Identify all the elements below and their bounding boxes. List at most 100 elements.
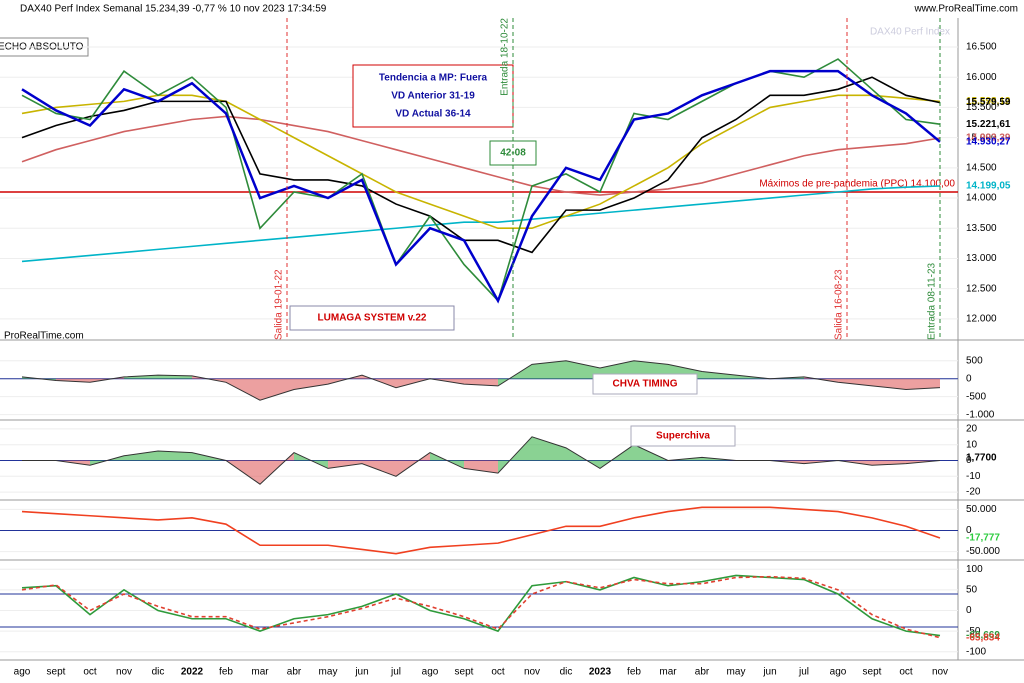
panel-title-box: [630, 425, 736, 447]
price-tag: 14.993,39: [966, 133, 1011, 144]
y-tick-label: 0: [966, 605, 972, 616]
area-segment: [158, 451, 192, 461]
x-tick-label: jun: [354, 667, 368, 678]
area-segment: [872, 378, 906, 390]
x-tick-label: jun: [762, 667, 776, 678]
line: [22, 436, 941, 485]
x-tick-label: dic: [152, 667, 165, 678]
y-tick-label: 100: [966, 564, 983, 575]
info-box: [352, 64, 514, 128]
y-tick-label: -100: [966, 646, 986, 657]
area-segment: [532, 360, 566, 379]
line: [21, 574, 941, 637]
price-tag: 15.598,12: [966, 96, 1011, 107]
area-segment: [226, 378, 260, 401]
x-tick-label: sept: [47, 667, 66, 678]
system-box: [289, 305, 455, 331]
x-tick-label: ago: [14, 667, 31, 678]
x-tick-label: nov: [524, 667, 540, 678]
y-tick-label: 12.500: [966, 283, 997, 294]
price-tag: -65,834: [966, 632, 1000, 643]
y-tick-label: 16.500: [966, 42, 997, 53]
y-tick-label: 0: [966, 373, 972, 384]
y-tick-label: 0: [966, 525, 972, 536]
price-tag: -60,669: [966, 630, 1000, 641]
event-label: Entrada 08-11-23: [927, 262, 938, 340]
x-tick-label: sept: [863, 667, 882, 678]
event-label: Salida 16-08-23: [834, 269, 845, 340]
reference-label: Máximos de pre-pandemia (PPC) 14.100,00: [759, 179, 955, 190]
info-line: Tendencia a MP: Fuera: [379, 73, 488, 84]
price-tag: 15.221,61: [966, 119, 1011, 130]
event-label: Salida 19-01-22: [274, 269, 285, 340]
x-tick-label: 2022: [181, 667, 204, 678]
x-tick-label: jul: [390, 667, 401, 678]
line: [21, 58, 941, 303]
y-tick-label: -50.000: [966, 546, 1000, 557]
x-tick-label: may: [319, 667, 338, 678]
x-tick-label: ago: [422, 667, 439, 678]
event-label: Entrada 18-10-22: [500, 18, 511, 96]
x-tick-label: dic: [560, 667, 573, 678]
y-tick-label: 15.000: [966, 132, 997, 143]
y-tick-label: 0: [966, 455, 972, 466]
x-tick-label: mar: [659, 667, 677, 678]
y-tick-label: 14.500: [966, 162, 997, 173]
price-tag: 15.579,59: [966, 97, 1011, 108]
watermark: DAX40 Perf Index: [870, 27, 950, 38]
area-segment: [294, 378, 328, 390]
area-segment: [464, 460, 498, 474]
line: [21, 575, 941, 639]
system-label: LUMAGA SYSTEM v.22: [318, 313, 427, 324]
panel-title-box: [592, 373, 698, 395]
line: [21, 94, 941, 230]
x-tick-label: may: [727, 667, 746, 678]
area-segment: [702, 371, 736, 379]
y-tick-label: 12.000: [966, 313, 997, 324]
y-tick-label: 15.500: [966, 102, 997, 113]
site: www.ProRealTime.com: [913, 4, 1018, 15]
price-tag: 14.199,05: [966, 181, 1011, 192]
x-tick-label: sept: [455, 667, 474, 678]
y-tick-label: -1.000: [966, 409, 995, 420]
y-tick-label: -10: [966, 471, 981, 482]
y-tick-label: -500: [966, 391, 986, 402]
y-tick-label: 14.000: [966, 193, 997, 204]
x-tick-label: oct: [491, 667, 505, 678]
price-tag: 14.930,27: [966, 136, 1011, 147]
panel-title: Superchiva: [656, 431, 710, 442]
line: [21, 69, 941, 304]
x-tick-label: 2023: [589, 667, 612, 678]
x-tick-label: jul: [798, 667, 809, 678]
line: [21, 115, 941, 196]
x-tick-label: oct: [83, 667, 97, 678]
x-tick-label: ago: [830, 667, 847, 678]
y-tick-label: 13.000: [966, 253, 997, 264]
x-tick-label: nov: [932, 667, 948, 678]
chart-title: DAX40 Perf Index Semanal 15.234,39 -0,77…: [20, 4, 327, 15]
area-segment: [566, 360, 600, 379]
info-line: VD Anterior 31-19: [391, 91, 475, 102]
credit: ProRealTime.com: [4, 331, 84, 342]
x-tick-label: mar: [251, 667, 269, 678]
x-tick-label: nov: [116, 667, 132, 678]
line: [21, 76, 941, 254]
price-tag: -17,777: [966, 533, 1000, 544]
area-segment: [124, 451, 158, 461]
y-tick-label: -50: [966, 626, 981, 637]
y-tick-label: 50: [966, 585, 978, 596]
y-tick-label: 16.000: [966, 72, 997, 83]
x-tick-label: feb: [627, 667, 641, 678]
area-segment: [532, 436, 566, 461]
area-segment: [906, 378, 940, 390]
x-tick-label: oct: [899, 667, 913, 678]
x-tick-label: feb: [219, 667, 233, 678]
panel-title: CHVA TIMING: [613, 379, 678, 390]
area-segment: [328, 460, 362, 469]
y-tick-label: -20: [966, 487, 981, 498]
line: [21, 360, 941, 401]
x-tick-label: abr: [287, 667, 302, 678]
info-line: VD Actual 36-14: [395, 109, 471, 120]
line: [21, 506, 941, 555]
